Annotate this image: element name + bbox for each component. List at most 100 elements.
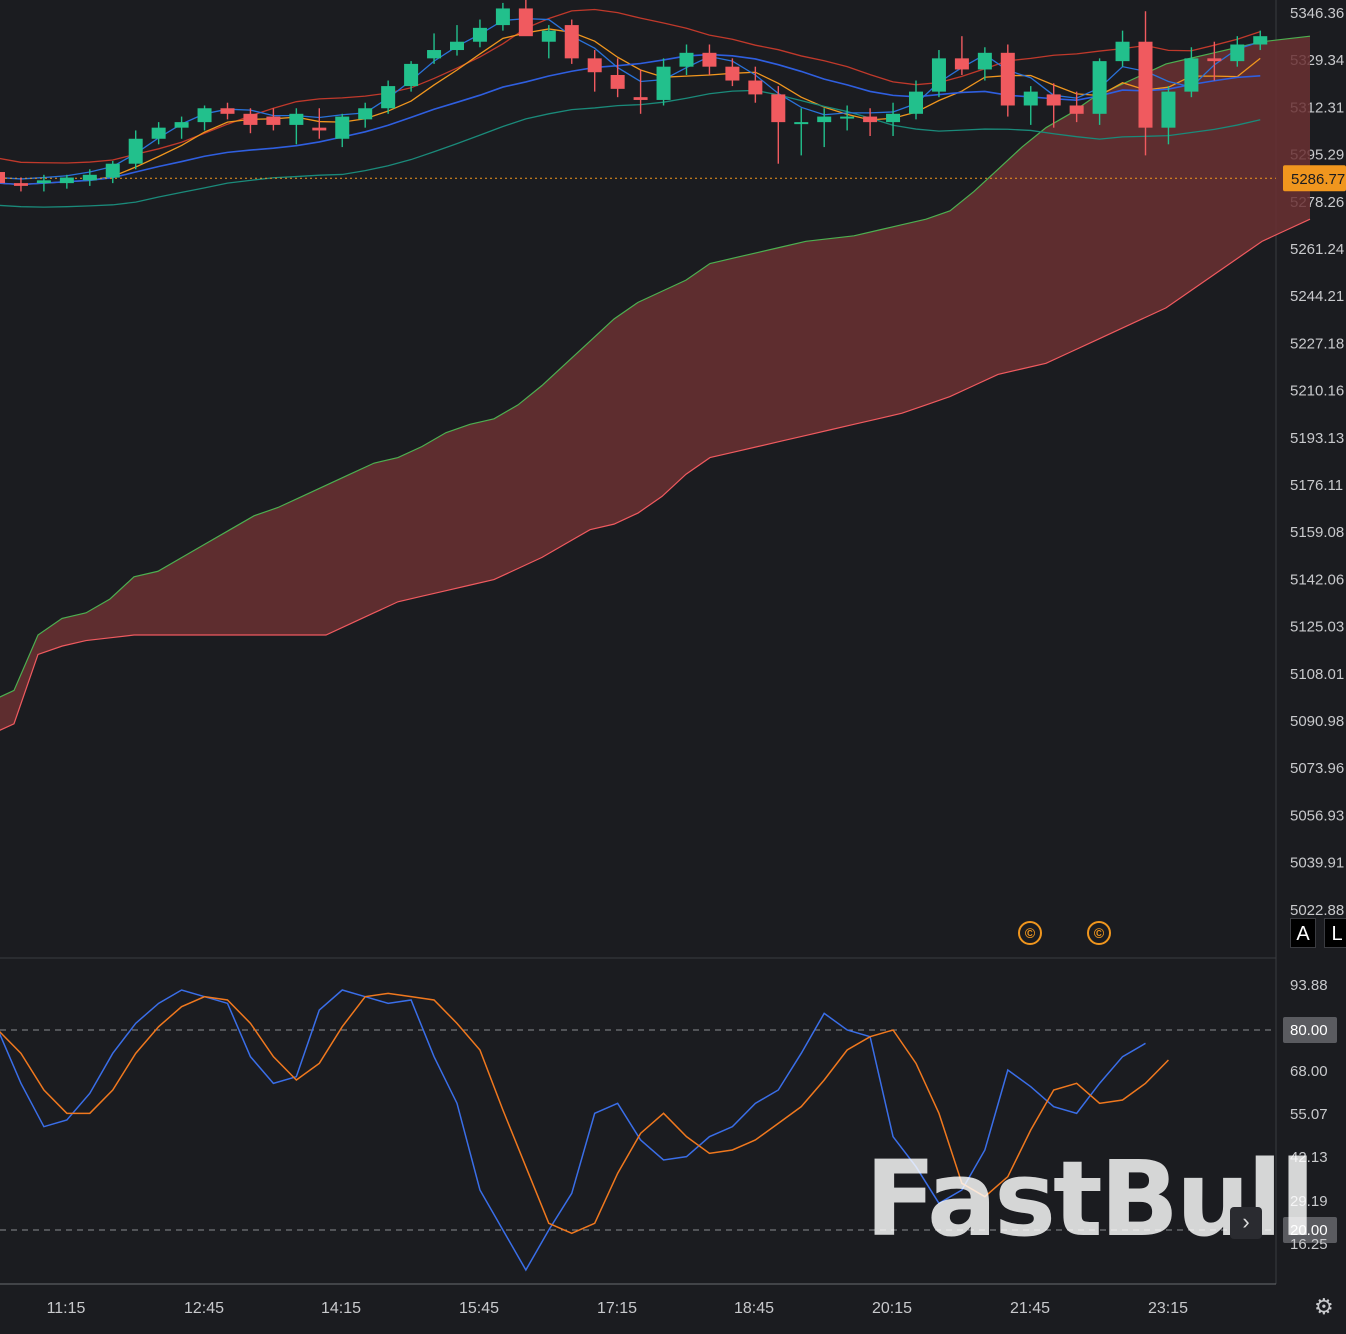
candle-body — [1161, 91, 1176, 128]
price-tick-label: 5108.01 — [1290, 666, 1344, 683]
candle-body — [151, 127, 166, 139]
candle-body — [0, 172, 5, 184]
stoch-d-line — [0, 992, 1169, 1235]
settings-gear-icon[interactable]: ⚙ — [1314, 1294, 1334, 1319]
candle-body — [197, 108, 212, 123]
price-tick-label: 5261.24 — [1290, 241, 1344, 258]
candle-body — [748, 80, 763, 95]
candle-body — [679, 52, 694, 67]
candle-body — [794, 122, 809, 125]
upper-band-line — [0, 8, 1261, 164]
oscillator-tick-label: 68.00 — [1290, 1063, 1328, 1080]
candle-body — [82, 174, 97, 181]
candle-body — [495, 8, 510, 26]
band-value-label: 80.00 — [1290, 1022, 1328, 1039]
current-price-tag — [1283, 165, 1346, 192]
price-tick-label: 5056.93 — [1290, 807, 1344, 824]
kijun-line — [0, 28, 1261, 186]
candle-body — [656, 66, 671, 100]
auto-scale-button[interactable]: A — [1290, 918, 1316, 948]
event-marker-icon[interactable]: © — [1087, 921, 1111, 945]
candle-body — [404, 63, 419, 87]
fastbull-watermark: FastBull — [865, 1138, 1315, 1260]
price-tick-label: 5090.98 — [1290, 713, 1344, 730]
candle-body — [358, 108, 373, 120]
senkou-span-b — [0, 218, 1311, 731]
candle-body — [633, 97, 648, 100]
candle-body — [564, 25, 579, 59]
oscillator-tick-label: 55.07 — [1290, 1106, 1328, 1123]
candle-body — [1000, 52, 1015, 106]
price-tick-label: 5022.88 — [1290, 902, 1344, 919]
oscillator-tick-label: 29.19 — [1290, 1193, 1328, 1210]
price-tick-label: 5193.13 — [1290, 430, 1344, 447]
candle-body — [1115, 41, 1130, 62]
candle-body — [587, 58, 602, 73]
candle-body — [174, 122, 189, 128]
candle-body — [472, 27, 487, 42]
oscillator-tick-label: 42.13 — [1290, 1149, 1328, 1166]
candle-body — [886, 113, 901, 123]
price-tick-label: 5176.11 — [1290, 477, 1343, 494]
candle-body — [13, 183, 28, 186]
time-tick-label: 23:15 — [1148, 1300, 1188, 1317]
senkou-span-a — [0, 35, 1311, 698]
price-tick-label: 5125.03 — [1290, 619, 1344, 636]
time-tick-label: 18:45 — [734, 1300, 774, 1317]
oscillator-tick-label: 16.25 — [1290, 1236, 1328, 1253]
time-tick-label: 12:45 — [184, 1300, 224, 1317]
candle-body — [312, 127, 327, 131]
scroll-to-latest-button[interactable]: › — [1230, 1207, 1262, 1239]
price-tick-label: 5244.21 — [1290, 288, 1344, 305]
candle-body — [840, 116, 855, 119]
stoch-k-line — [0, 989, 1146, 1272]
candle-body — [1069, 105, 1084, 114]
time-tick-label: 20:15 — [872, 1300, 912, 1317]
candle-body — [266, 116, 281, 125]
price-tick-label: 5210.16 — [1290, 383, 1344, 400]
time-tick-label: 15:45 — [459, 1300, 499, 1317]
price-tick-label: 5159.08 — [1290, 524, 1344, 541]
band-value-label: 20.00 — [1290, 1222, 1328, 1239]
candle-body — [702, 52, 717, 67]
oscillator-tick-label: 93.88 — [1290, 977, 1328, 994]
price-tick-label: 5346.36 — [1290, 5, 1344, 22]
candle-body — [243, 113, 258, 125]
price-tick-label: 5039.91 — [1290, 855, 1344, 872]
candle-body — [1023, 91, 1038, 106]
candle-body — [36, 180, 51, 184]
band-value-tag — [1283, 1217, 1337, 1243]
candle-body — [128, 138, 143, 164]
candle-body — [931, 58, 946, 92]
ichimoku-cloud — [0, 36, 1310, 731]
candle-body — [1046, 94, 1061, 106]
candle-body — [610, 74, 625, 89]
price-tick-label: 5227.18 — [1290, 335, 1344, 352]
candle-body — [1253, 36, 1268, 45]
candle-body — [1207, 58, 1222, 62]
price-tick-label: 5073.96 — [1290, 760, 1344, 777]
band-value-tag — [1283, 1017, 1337, 1043]
time-tick-label: 11:15 — [47, 1300, 86, 1317]
candle-body — [1184, 58, 1199, 92]
candle-body — [817, 116, 832, 123]
candle-body — [954, 58, 969, 70]
lower-band-line — [0, 89, 1261, 208]
candle-body — [977, 52, 992, 70]
candle-body — [771, 94, 786, 123]
candle-body — [725, 66, 740, 81]
event-marker-icon[interactable]: © — [1018, 921, 1042, 945]
candle-body — [220, 108, 235, 114]
candle-body — [1092, 61, 1107, 114]
candle-body — [1138, 41, 1153, 128]
log-scale-button[interactable]: L — [1324, 918, 1346, 948]
candle-body — [541, 30, 556, 42]
candle-body — [289, 113, 304, 125]
candle-body — [381, 86, 396, 109]
candle-body — [105, 163, 120, 178]
candle-body — [1230, 44, 1245, 62]
candle-body — [427, 50, 442, 59]
candle-body — [335, 116, 350, 139]
candle-body — [518, 8, 533, 37]
